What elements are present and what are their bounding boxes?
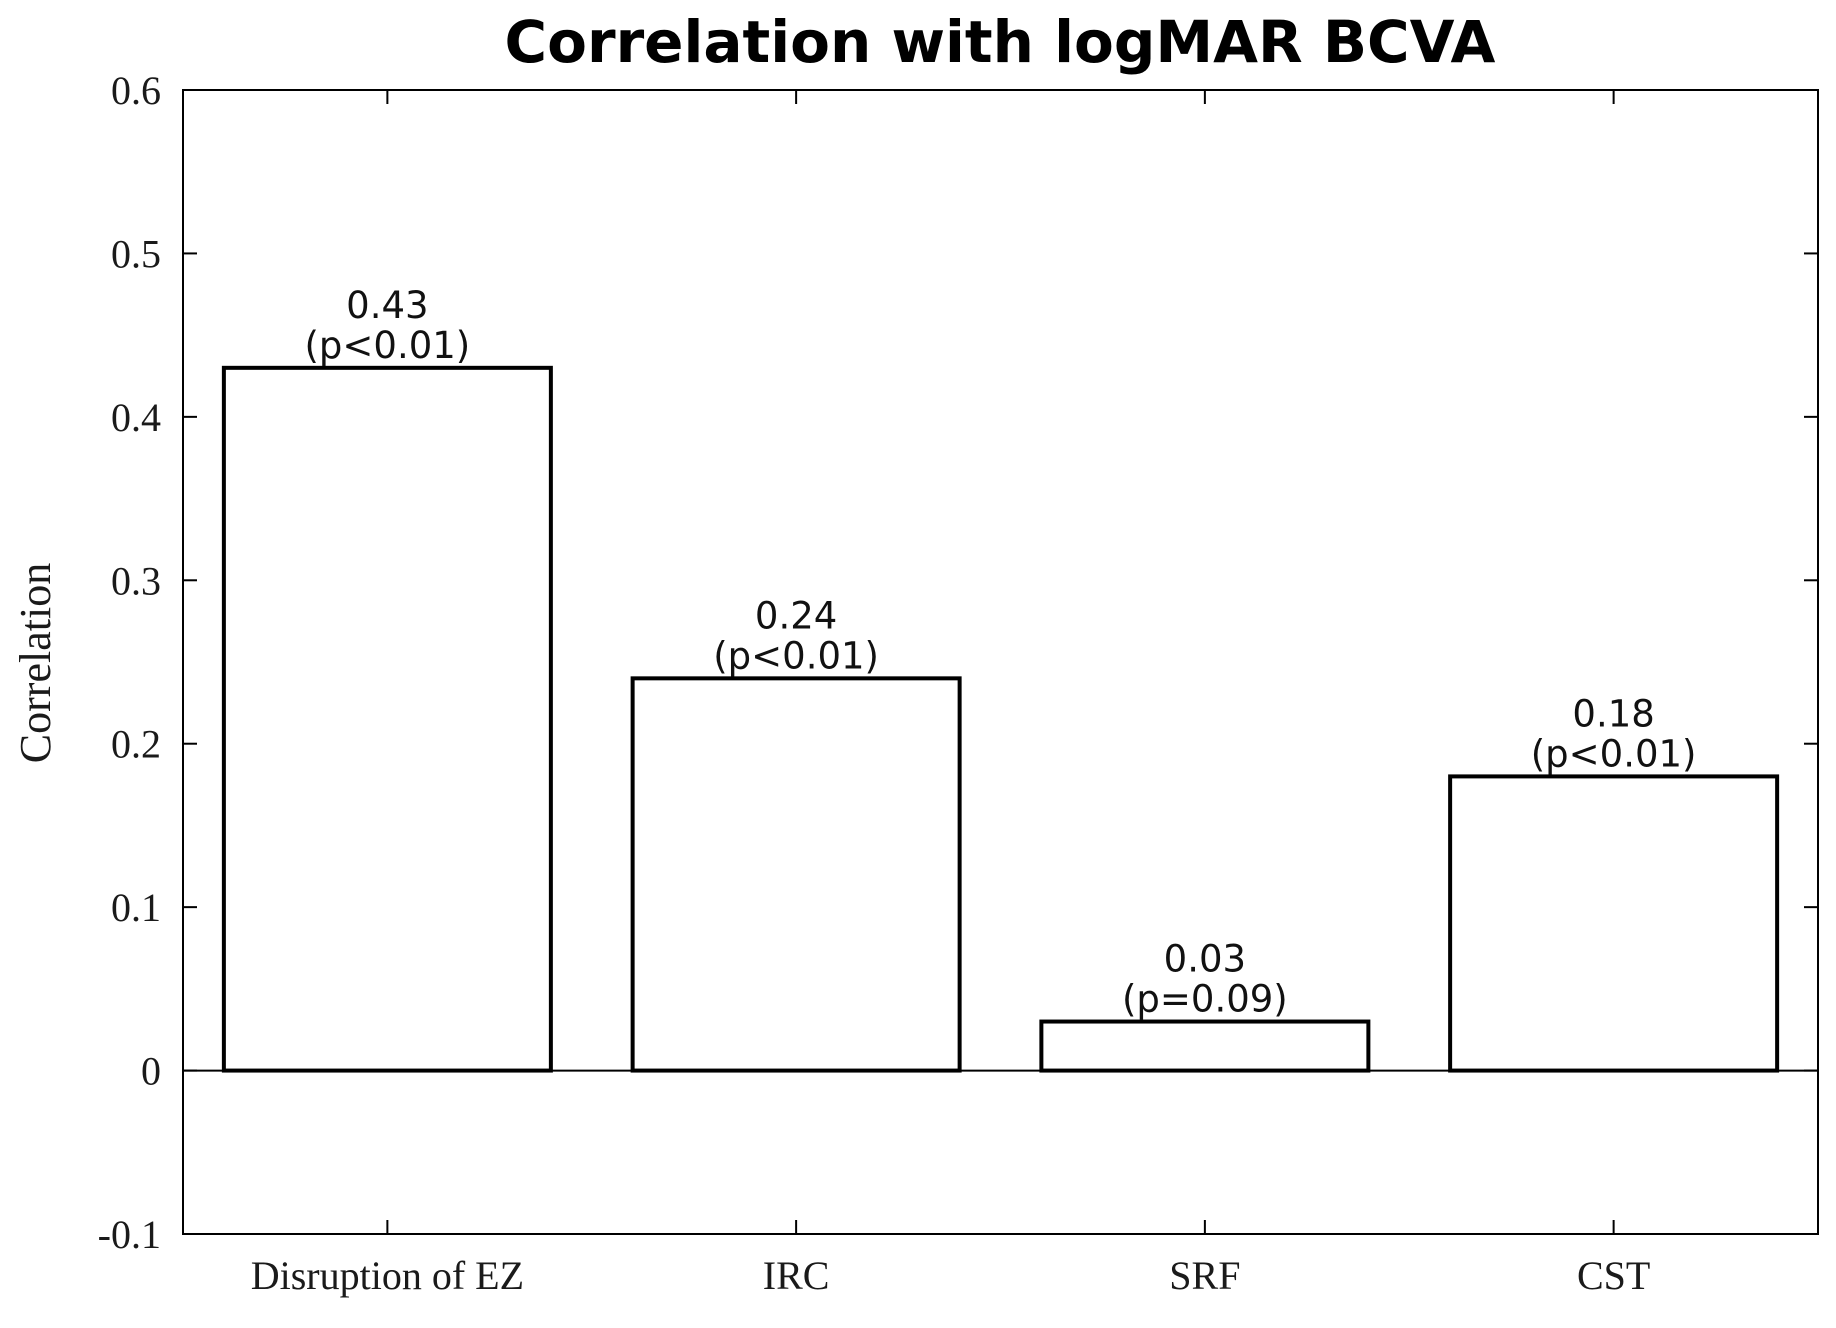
bar-disruption-of-ez <box>221 365 553 1073</box>
bar-cst <box>1448 774 1780 1073</box>
y-tick-label: 0.4 <box>111 395 161 440</box>
bar-p-label: (p=0.09) <box>1122 978 1288 1021</box>
y-tick-label: 0.6 <box>111 68 161 113</box>
bar-p-label: (p<0.01) <box>305 324 471 367</box>
bar-p-label: (p<0.01) <box>1531 732 1697 775</box>
bar-srf <box>1039 1019 1371 1073</box>
chart-title: Correlation with logMAR BCVA <box>505 8 1496 76</box>
x-tick-label: CST <box>1577 1253 1650 1298</box>
y-tick-label: 0 <box>141 1049 161 1094</box>
bar-value-label: 0.03 <box>1164 938 1246 981</box>
x-tick-label: SRF <box>1169 1253 1240 1298</box>
y-tick-label: 0.1 <box>111 885 161 930</box>
x-tick-label: IRC <box>763 1253 830 1298</box>
bar-value-label: 0.24 <box>755 594 837 637</box>
bar-p-label: (p<0.01) <box>713 634 879 677</box>
y-tick-label: 0.2 <box>111 722 161 767</box>
y-tick-label: 0.5 <box>111 231 161 276</box>
y-tick-label: -0.1 <box>98 1212 161 1257</box>
y-tick-label: 0.3 <box>111 558 161 603</box>
bar-irc <box>630 676 962 1073</box>
x-tick-label: Disruption of EZ <box>251 1253 524 1298</box>
plot-frame <box>182 89 1819 1235</box>
bar-value-label: 0.43 <box>346 284 428 327</box>
y-axis-label: Correlation <box>11 563 60 763</box>
bar-value-label: 0.18 <box>1572 692 1654 735</box>
